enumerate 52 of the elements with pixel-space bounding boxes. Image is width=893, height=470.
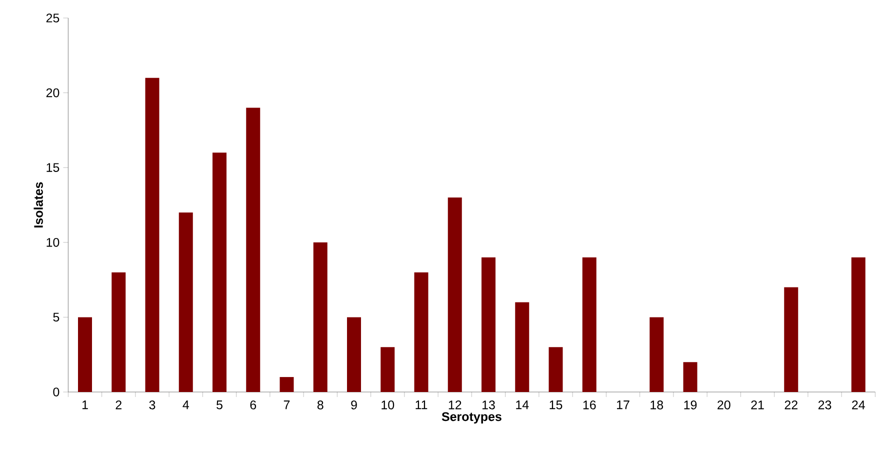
bar: [784, 287, 798, 392]
bar: [246, 108, 260, 392]
bar: [380, 347, 395, 392]
x-tick-label: 9: [351, 400, 357, 410]
x-tick-label: 14: [516, 400, 529, 410]
bar: [851, 257, 866, 392]
y-tick-label: 0: [53, 388, 60, 396]
x-tick-label: 4: [182, 400, 189, 410]
bar: [650, 317, 664, 392]
x-tick-label: 5: [216, 400, 222, 410]
bar: [78, 317, 92, 392]
x-tick-label: 8: [317, 400, 324, 410]
bar: [515, 302, 530, 392]
x-tick-label: 2: [116, 400, 122, 410]
x-axis-title: Serotypes: [442, 412, 502, 424]
bar: [145, 78, 160, 392]
bar: [448, 198, 462, 392]
x-tick-label: 16: [583, 400, 596, 410]
x-tick-label: 3: [149, 400, 156, 410]
y-tick-label: 15: [46, 163, 60, 172]
x-tick-label: 6: [250, 400, 256, 410]
bar: [582, 257, 596, 392]
x-tick-label: 11: [416, 400, 428, 410]
y-tick-label: 5: [53, 312, 60, 322]
x-tick-label: 19: [684, 400, 697, 410]
bar: [112, 272, 126, 392]
bar: [313, 242, 328, 392]
x-tick-label: 10: [382, 400, 394, 410]
bar: [683, 362, 698, 392]
bar: [347, 317, 362, 392]
y-tick-label: 10: [46, 238, 60, 247]
x-tick-label: 13: [482, 400, 495, 410]
y-axis-title: Isolates: [34, 182, 43, 228]
x-tick-label: 24: [852, 400, 865, 410]
x-tick-label: 18: [650, 400, 664, 410]
x-tick-label: 20: [718, 400, 730, 410]
y-tick-label: 25: [46, 14, 60, 22]
bar: [548, 347, 563, 392]
bar: [414, 272, 428, 392]
x-tick-label: 21: [751, 400, 764, 410]
x-tick-label: 7: [284, 400, 290, 410]
bar: [212, 152, 227, 392]
x-tick-label: 15: [550, 400, 562, 410]
x-tick-label: 22: [784, 400, 798, 410]
y-tick-label: 20: [46, 88, 60, 98]
bar: [280, 377, 294, 392]
x-tick-label: 12: [448, 400, 462, 410]
bar: [178, 212, 193, 392]
bar: [482, 257, 496, 392]
x-tick-label: 17: [617, 400, 630, 410]
x-tick-label: 1: [82, 400, 88, 410]
x-tick-label: 23: [818, 400, 832, 410]
